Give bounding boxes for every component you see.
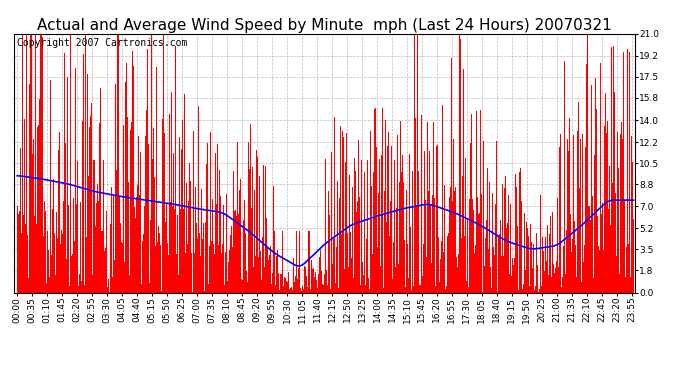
Title: Actual and Average Wind Speed by Minute  mph (Last 24 Hours) 20070321: Actual and Average Wind Speed by Minute … bbox=[37, 18, 611, 33]
Text: Copyright 2007 Cartronics.com: Copyright 2007 Cartronics.com bbox=[17, 38, 187, 48]
